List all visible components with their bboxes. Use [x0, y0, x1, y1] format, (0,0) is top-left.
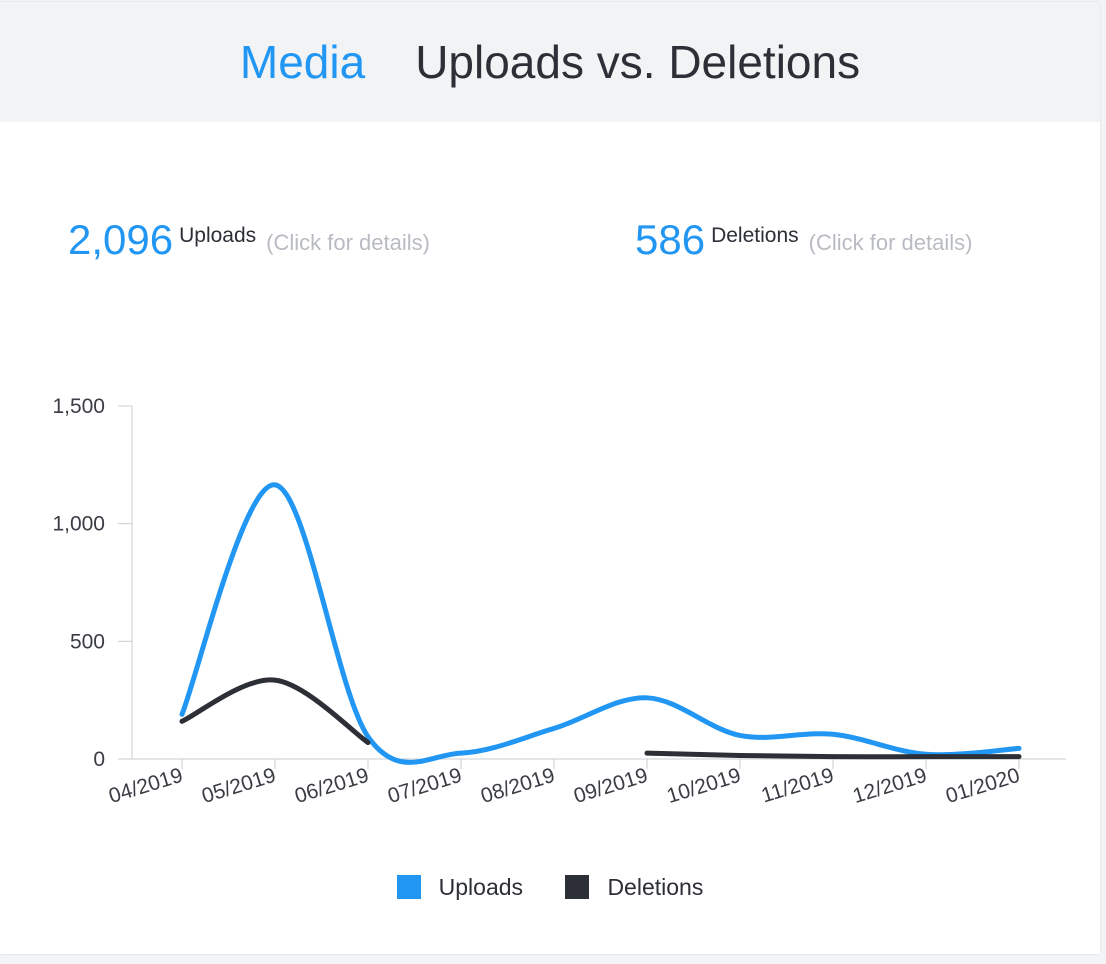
x-tick-label: 04/2019	[106, 764, 185, 808]
legend-swatch-deletions	[565, 875, 590, 899]
uploads-count: 2,096	[68, 216, 174, 263]
x-tick-label: 08/2019	[478, 764, 557, 808]
chart-legend: Uploads Deletions	[0, 874, 1100, 901]
deletions-data-point	[365, 740, 371, 746]
x-tick-label: 11/2019	[759, 764, 837, 808]
section-label: Media	[239, 36, 366, 88]
card-header: Media Uploads vs. Deletions	[0, 2, 1100, 122]
deletions-details-link[interactable]: (Click for details)	[808, 230, 973, 255]
uploads-data-point	[1016, 745, 1022, 751]
uploads-data-point	[179, 711, 185, 717]
uploads-data-point	[830, 731, 836, 737]
uploads-data-point	[272, 482, 278, 488]
x-tick-label: 05/2019	[199, 764, 278, 808]
y-tick-label: 1,500	[52, 395, 105, 418]
deletions-data-point	[1016, 754, 1022, 760]
deletions-series-line	[644, 750, 1022, 760]
deletions-stat[interactable]: 586 Deletions (Click for details)	[635, 214, 972, 266]
legend-swatch-uploads	[396, 875, 421, 899]
x-tick-label: 09/2019	[571, 764, 650, 808]
x-tick-label: 01/2020	[943, 764, 1022, 808]
chart-series	[179, 482, 1022, 765]
deletions-data-point	[179, 718, 185, 724]
card-title: Uploads vs. Deletions	[415, 36, 861, 88]
deletions-data-point	[272, 677, 278, 683]
uploads-deletions-line-chart: 0 500 1,000 1,500 04/2019 05/2019 06/2019 07/20…	[52, 395, 1066, 808]
deletions-data-point	[923, 754, 929, 760]
uploads-details-link[interactable]: (Click for details)	[266, 230, 430, 255]
chart-axes: 0 500 1,000 1,500 04/2019 05/2019 06/2019 07/20…	[52, 395, 1066, 808]
uploads-label: Uploads	[179, 224, 257, 247]
x-tick-label: 10/2019	[664, 764, 743, 808]
deletions-data-point	[830, 754, 836, 760]
deletions-data-point	[644, 750, 650, 756]
x-tick-label: 06/2019	[292, 764, 371, 808]
uploads-data-point	[644, 695, 650, 701]
legend-label-deletions: Deletions	[607, 874, 704, 900]
y-tick-label: 0	[93, 748, 105, 771]
uploads-stat[interactable]: 2,096 Uploads (Click for details)	[68, 214, 430, 266]
y-tick-label: 1,000	[52, 513, 105, 536]
deletions-label: Deletions	[711, 224, 799, 247]
deletions-count: 586	[635, 216, 706, 263]
uploads-series-line	[179, 482, 1022, 765]
y-tick-label: 500	[70, 630, 105, 653]
legend-item-deletions[interactable]: Deletions	[565, 874, 703, 901]
uploads-data-point	[737, 732, 743, 738]
header-title-row: Media Uploads vs. Deletions	[0, 36, 1100, 88]
x-tick-label: 12/2019	[850, 764, 929, 808]
x-tick-label: 07/2019	[385, 764, 464, 808]
deletions-series-line	[179, 677, 371, 746]
legend-item-uploads[interactable]: Uploads	[396, 874, 524, 901]
deletions-data-point	[737, 752, 743, 758]
uploads-data-point	[458, 750, 464, 756]
uploads-data-point	[551, 725, 557, 731]
legend-label-uploads: Uploads	[438, 874, 524, 900]
